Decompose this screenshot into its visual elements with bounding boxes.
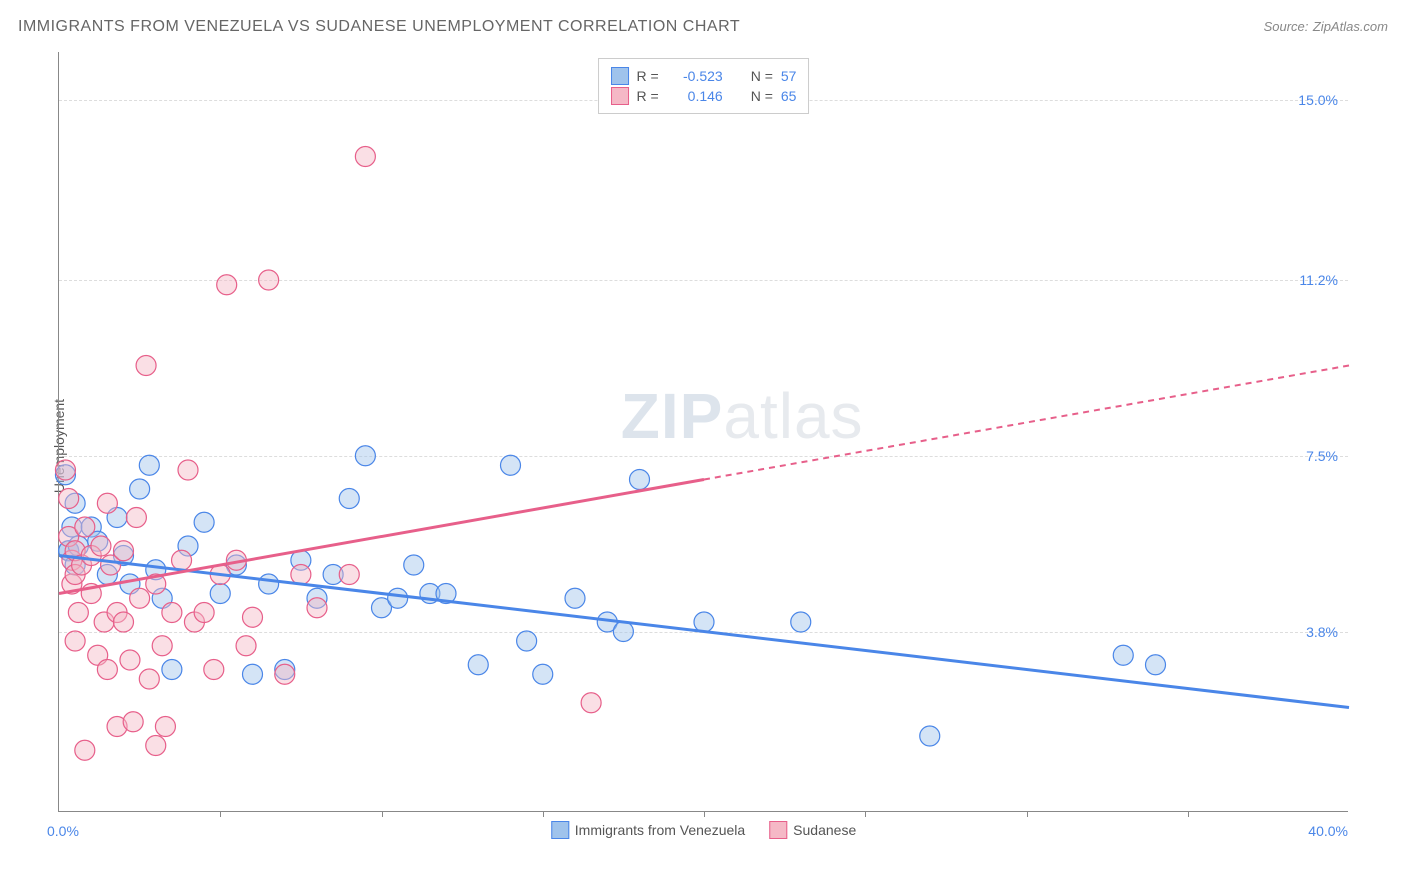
scatter-point-venezuela [162,660,182,680]
n-value: 57 [781,68,797,84]
scatter-point-sudanese [97,493,117,513]
scatter-point-venezuela [404,555,424,575]
scatter-point-sudanese [65,631,85,651]
x-tick [220,811,221,817]
scatter-point-sudanese [162,603,182,623]
scatter-point-venezuela [259,574,279,594]
scatter-point-sudanese [236,636,256,656]
source-value: ZipAtlas.com [1313,19,1388,34]
scatter-point-venezuela [194,512,214,532]
n-label: N = [751,68,773,84]
scatter-point-sudanese [114,541,134,561]
scatter-point-sudanese [581,693,601,713]
scatter-point-sudanese [136,356,156,376]
y-tick-label: 3.8% [1306,624,1338,640]
scatter-point-sudanese [114,612,134,632]
n-value: 65 [781,88,797,104]
scatter-point-sudanese [68,603,88,623]
legend-swatch [769,821,787,839]
scatter-point-venezuela [1146,655,1166,675]
scatter-point-sudanese [217,275,237,295]
chart-title: IMMIGRANTS FROM VENEZUELA VS SUDANESE UN… [18,18,740,36]
scatter-point-sudanese [339,565,359,585]
scatter-point-venezuela [791,612,811,632]
scatter-point-venezuela [501,455,521,475]
scatter-point-sudanese [275,664,295,684]
legend-swatch [611,67,629,85]
scatter-point-sudanese [59,489,79,509]
scatter-point-sudanese [194,603,214,623]
scatter-point-venezuela [533,664,553,684]
scatter-point-venezuela [468,655,488,675]
legend-label: Immigrants from Venezuela [575,822,745,838]
scatter-point-sudanese [155,717,175,737]
series-legend: Immigrants from Venezuela Sudanese [551,821,856,839]
x-tick [543,811,544,817]
r-value: -0.523 [667,68,723,84]
scatter-point-sudanese [291,565,311,585]
scatter-point-venezuela [517,631,537,651]
scatter-point-venezuela [565,588,585,608]
scatter-point-sudanese [130,588,150,608]
legend-swatch [611,87,629,105]
scatter-point-venezuela [388,588,408,608]
chart-svg [59,52,1348,811]
scatter-point-venezuela [630,470,650,490]
scatter-point-sudanese [204,660,224,680]
scatter-point-sudanese [91,536,111,556]
source-label: Source: [1264,19,1309,34]
scatter-point-sudanese [178,460,198,480]
scatter-point-venezuela [920,726,940,746]
legend-row-venezuela: R = -0.523 N = 57 [611,67,797,85]
scatter-point-venezuela [613,622,633,642]
legend-label: Sudanese [793,822,856,838]
scatter-point-venezuela [355,446,375,466]
y-tick-label: 7.5% [1306,448,1338,464]
legend-row-sudanese: R = 0.146 N = 65 [611,87,797,105]
x-tick [382,811,383,817]
y-tick-label: 11.2% [1299,272,1338,288]
trend-line-sudanese-dashed [704,366,1349,480]
legend-swatch [551,821,569,839]
scatter-point-sudanese [243,607,263,627]
scatter-point-venezuela [243,664,263,684]
scatter-point-sudanese [146,736,166,756]
x-max-label: 40.0% [1308,823,1348,839]
scatter-point-sudanese [139,669,159,689]
x-tick [704,811,705,817]
scatter-point-sudanese [120,650,140,670]
scatter-point-venezuela [339,489,359,509]
correlation-legend: R = -0.523 N = 57 R = 0.146 N = 65 [598,58,810,114]
scatter-point-sudanese [152,636,172,656]
x-tick [865,811,866,817]
trend-line-sudanese [59,480,704,594]
x-min-label: 0.0% [47,823,79,839]
scatter-point-sudanese [123,712,143,732]
source: Source: ZipAtlas.com [1264,18,1388,36]
y-tick-label: 15.0% [1298,92,1338,108]
x-tick [1188,811,1189,817]
scatter-point-sudanese [172,550,192,570]
scatter-point-sudanese [355,147,375,167]
scatter-point-venezuela [210,584,230,604]
scatter-point-sudanese [97,660,117,680]
plot-area: ZIPatlas R =-0.523N =57R =0.146N =65 0.0… [58,52,1348,812]
scatter-point-sudanese [307,598,327,618]
scatter-point-venezuela [139,455,159,475]
r-label: R = [637,88,659,104]
scatter-point-sudanese [126,508,146,528]
scatter-point-sudanese [75,740,95,760]
scatter-point-venezuela [694,612,714,632]
scatter-point-sudanese [75,517,95,537]
scatter-point-venezuela [130,479,150,499]
r-value: 0.146 [667,88,723,104]
x-tick [1027,811,1028,817]
scatter-point-sudanese [55,460,75,480]
n-label: N = [751,88,773,104]
scatter-point-venezuela [1113,645,1133,665]
legend-item-venezuela: Immigrants from Venezuela [551,821,745,839]
r-label: R = [637,68,659,84]
legend-item-sudanese: Sudanese [769,821,856,839]
scatter-point-sudanese [259,270,279,290]
